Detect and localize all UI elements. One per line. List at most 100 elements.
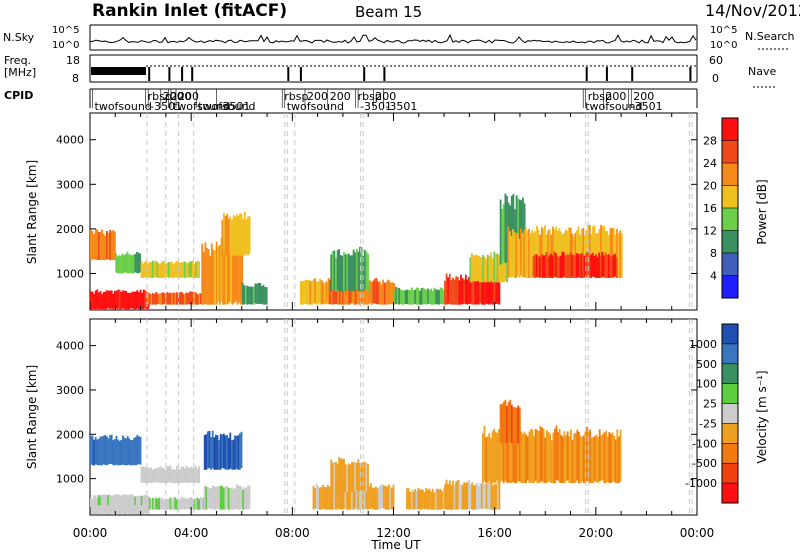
power-plot-frame	[89, 112, 698, 311]
cpid-entry: rbsp	[588, 90, 612, 103]
velocity-echo-column	[183, 468, 186, 483]
power-echo-column	[168, 292, 170, 305]
velocity-echo-column	[158, 497, 161, 510]
power-echo-column	[479, 277, 482, 304]
power-echo-column	[587, 252, 589, 277]
velocity-colorbar-cell	[722, 423, 738, 444]
velocity-echo-column	[336, 485, 339, 510]
velocity-echo-column	[248, 485, 251, 509]
velocity-echo-column	[456, 479, 459, 510]
power-echo-column	[540, 227, 543, 278]
velocity-echo-column	[219, 485, 222, 510]
velocity-echo-column	[224, 435, 227, 470]
power-echo-column	[591, 252, 594, 277]
velocity-echo-column	[586, 426, 588, 481]
velocity-echo-column	[418, 489, 421, 510]
power-echo-column	[558, 228, 561, 278]
power-echo-column	[367, 253, 369, 292]
velocity-ytick-label: 4000	[56, 340, 84, 353]
velocity-echo-column	[138, 498, 140, 515]
power-echo-column	[477, 276, 480, 305]
velocity-echo-column	[518, 426, 521, 482]
velocity-echo-column	[504, 428, 507, 481]
velocity-echo-column	[619, 429, 622, 482]
velocity-echo-column	[237, 485, 240, 510]
power-colorbar-cell	[722, 253, 738, 276]
velocity-echo-column	[147, 498, 149, 510]
power-echo-column	[431, 290, 434, 305]
freq-change-marks	[148, 67, 692, 81]
power-echo-column	[198, 293, 201, 305]
power-echo-column	[182, 262, 184, 278]
power-echo-column	[320, 280, 323, 305]
velocity-echo-column	[94, 495, 97, 515]
power-echo-column	[261, 286, 263, 304]
velocity-echo-column	[96, 498, 99, 515]
power-echo-column	[215, 241, 218, 305]
velocity-echo-column	[494, 431, 497, 483]
velocity-echo-column	[118, 495, 121, 506]
velocity-echo-column	[240, 431, 243, 468]
power-echo-column	[543, 255, 546, 278]
velocity-echo-column	[512, 407, 515, 444]
power-echo-column	[128, 292, 131, 310]
power-echo-column	[399, 289, 402, 305]
velocity-echo-column	[490, 437, 492, 484]
power-echo-column	[469, 257, 472, 283]
power-echo-column	[338, 249, 341, 292]
power-echo-column	[94, 290, 97, 310]
velocity-echo-column	[458, 480, 461, 510]
power-echo-column	[239, 244, 242, 305]
velocity-echo-column	[112, 440, 115, 466]
velocity-echo-column	[502, 433, 505, 484]
velocity-colorbar-cell	[722, 483, 738, 504]
power-echo-column	[128, 254, 130, 274]
power-echo-column	[156, 293, 159, 304]
power-echo-column	[114, 231, 116, 261]
power-echo-column	[132, 254, 135, 274]
velocity-echo-column	[139, 496, 142, 515]
cpid-entry: -3501	[631, 100, 663, 113]
velocity-echo-column	[484, 484, 486, 509]
velocity-echo-column	[453, 484, 456, 510]
power-echo-column	[445, 273, 448, 305]
cpid-entry: 200	[375, 90, 396, 103]
power-echo-column	[131, 255, 134, 274]
velocity-echo-column	[210, 437, 212, 470]
velocity-echo-column	[234, 435, 236, 470]
velocity-echo-column	[576, 429, 579, 481]
power-echo-column	[346, 254, 349, 290]
velocity-echo-column	[431, 488, 434, 510]
power-echo-column	[590, 254, 592, 278]
velocity-echo-column	[227, 487, 230, 510]
power-echo-column	[175, 260, 178, 278]
velocity-echo-column	[336, 464, 339, 492]
power-echo-column	[601, 252, 604, 278]
power-echo-column	[517, 198, 520, 265]
velocity-echo-column	[560, 435, 563, 484]
freq-panel: Freq. [MHz] 18 8 60 0 Nave	[4, 54, 776, 88]
power-echo-column	[140, 261, 143, 278]
power-echo-column	[385, 282, 388, 305]
velocity-echo-column	[433, 492, 436, 510]
power-echo-column	[450, 280, 453, 305]
power-colorbar-tick-label: 8	[710, 247, 717, 260]
power-echo-column	[248, 286, 250, 305]
power-echo-column	[563, 252, 565, 277]
velocity-echo-column	[185, 498, 188, 510]
power-echo-column	[317, 281, 320, 305]
power-echo-column	[120, 292, 123, 310]
velocity-echo-region	[203, 484, 251, 510]
power-echo-column	[598, 252, 600, 278]
power-echo-column	[469, 276, 472, 304]
velocity-echo-column	[188, 497, 191, 510]
power-echo-column	[226, 247, 229, 305]
power-echo-column	[180, 292, 183, 305]
velocity-echo-column	[541, 427, 543, 482]
power-echo-column	[256, 283, 258, 304]
velocity-echo-column	[341, 486, 344, 510]
velocity-echo-column	[213, 437, 216, 470]
power-echo-column	[542, 255, 544, 278]
power-echo-column	[138, 292, 140, 310]
velocity-echo-column	[469, 484, 472, 510]
